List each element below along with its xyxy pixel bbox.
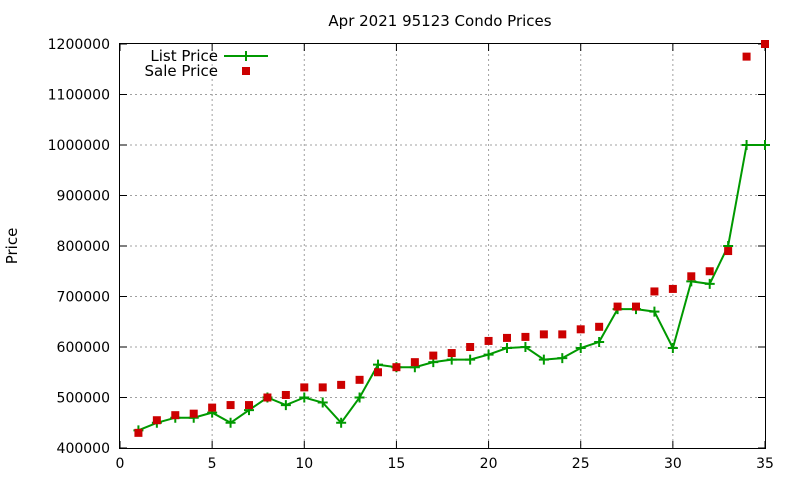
x-tick-label: 10 — [295, 456, 313, 472]
sale-price-point — [539, 330, 548, 339]
sale-price-point — [761, 40, 769, 48]
x-tick-label: 20 — [480, 456, 498, 472]
sale-price-point — [429, 351, 438, 360]
sale-price-point — [208, 403, 217, 412]
list-price-point — [465, 354, 476, 365]
grid-lines — [120, 44, 765, 448]
list-price-point — [760, 140, 770, 150]
x-tick-label: 0 — [116, 456, 125, 472]
y-tick-label: 900000 — [57, 189, 110, 205]
list-price-point — [538, 354, 549, 365]
sale-price-point — [613, 302, 622, 311]
y-tick-label: 700000 — [57, 290, 110, 306]
sale-price-point — [668, 284, 677, 293]
sale-price-point — [134, 428, 143, 437]
chart-title: Apr 2021 95123 Condo Prices — [328, 12, 551, 30]
sale-price-point — [152, 416, 161, 425]
y-tick-label: 500000 — [57, 391, 110, 407]
sale-price-point — [576, 325, 585, 334]
y-tick-label: 600000 — [57, 340, 110, 356]
sale-price-point — [705, 267, 714, 276]
list-price-point — [502, 343, 512, 354]
y-tick-label: 800000 — [57, 239, 110, 255]
legend-marker-list-price — [241, 51, 251, 61]
sale-price-point — [263, 393, 272, 402]
list-price-point — [483, 349, 494, 360]
x-tick-label: 25 — [572, 456, 590, 472]
y-tick-label: 1000000 — [48, 138, 110, 154]
sale-price-point — [632, 302, 640, 311]
list-price-point — [225, 417, 236, 428]
x-tick-label: 5 — [208, 456, 217, 472]
list-price-point — [575, 343, 586, 354]
y-tick-label: 1200000 — [48, 37, 110, 53]
legend: List Price Sale Price — [145, 47, 268, 80]
x-tick-label: 15 — [388, 456, 406, 472]
list-price-point — [741, 140, 752, 150]
sale-price-point — [724, 247, 733, 256]
list-price-point — [280, 400, 291, 411]
list-price-point — [299, 392, 310, 403]
sale-price-point — [650, 287, 659, 296]
y-tick-label: 1100000 — [48, 88, 110, 104]
sale-price-point — [466, 343, 475, 351]
legend-marker-sale-price — [242, 67, 250, 75]
list-price-point — [317, 397, 328, 408]
list-price-point — [354, 392, 365, 403]
sale-price-point — [171, 411, 180, 420]
list-price-point — [704, 278, 715, 289]
list-price-point — [594, 336, 605, 347]
sale-price-point — [318, 383, 327, 392]
sale-price-point — [226, 401, 235, 410]
sale-price-point — [300, 383, 309, 392]
y-axis-title: Price — [3, 228, 21, 265]
list-price-point — [557, 353, 568, 364]
sale-price-point — [595, 322, 604, 331]
sale-price-point — [484, 336, 493, 345]
list-price-point — [336, 417, 347, 428]
sale-price-point — [355, 375, 364, 384]
sale-price-point — [447, 349, 456, 358]
sale-price-point — [374, 368, 382, 377]
sale-price-point — [521, 332, 530, 341]
sale-price-point — [245, 401, 253, 410]
x-tick-label: 35 — [756, 456, 774, 472]
y-tick-label: 400000 — [57, 441, 110, 457]
sale-price-point — [742, 52, 751, 61]
list-price-point — [667, 343, 678, 354]
x-tick-label: 30 — [664, 456, 682, 472]
sale-price-point — [558, 330, 567, 339]
sale-price-point — [410, 358, 419, 367]
legend-label-sale-price: Sale Price — [145, 62, 218, 80]
list-price-point — [373, 359, 383, 370]
sale-price-point — [189, 409, 198, 418]
plot-frame — [119, 43, 766, 449]
sale-price-point — [337, 380, 346, 389]
sale-price-point — [687, 272, 696, 281]
legend-label-list-price: List Price — [150, 47, 218, 65]
series-layer — [133, 40, 770, 437]
list-price-point — [649, 306, 660, 317]
sale-price-point — [392, 363, 401, 372]
sale-price-point — [503, 333, 511, 342]
axis-ticks: 400000 500000 600000 700000 800000 900000 1000… — [48, 37, 774, 472]
list-price-point — [520, 342, 531, 352]
sale-price-point — [281, 390, 290, 399]
